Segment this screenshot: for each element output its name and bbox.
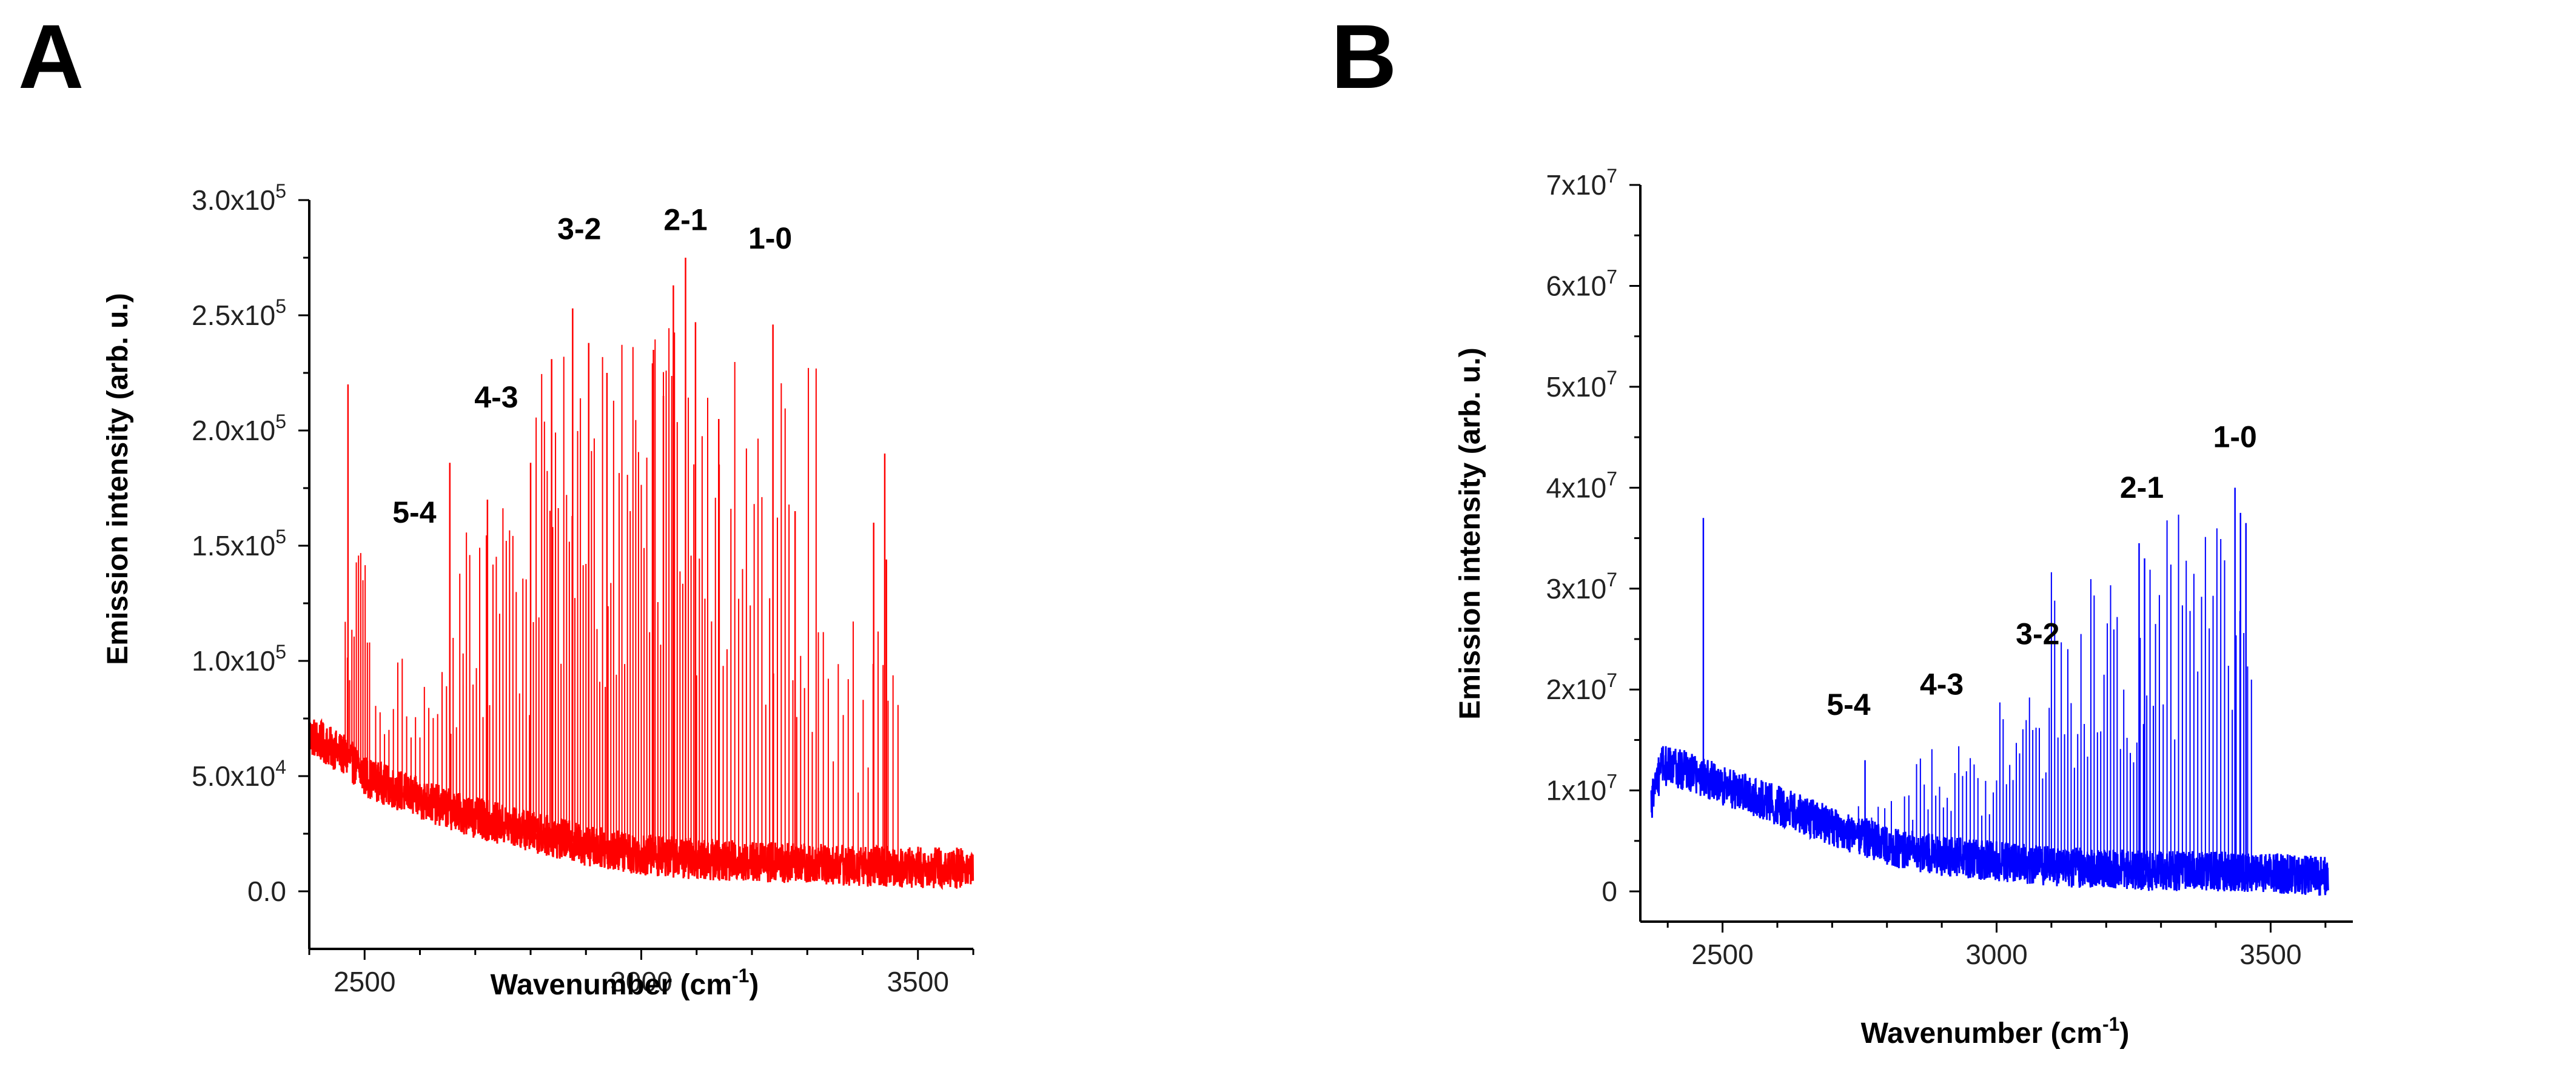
band-label: 1-0 xyxy=(2213,420,2257,454)
y-tick-label: 2.0x105 xyxy=(192,410,286,446)
y-tick-label: 7x107 xyxy=(1546,165,1617,201)
band-label: 1-0 xyxy=(748,221,792,255)
y-tick-label: 2x107 xyxy=(1546,669,1617,705)
y-tick-label: 5x107 xyxy=(1546,367,1617,403)
y-tick-label: 6x107 xyxy=(1546,266,1617,301)
band-label: 4-3 xyxy=(474,380,518,414)
panel-a-ticks: 2500 3000 3500 0.0 5.0x104 1.0x105 1.5x105 2.0x… xyxy=(192,180,974,997)
panel-a-chart: A 2500 3000 3500 0.0 5.0x104 1.0x105 1.5x105 2.… xyxy=(18,5,974,1001)
panel-b-x-axis-title: Wavenumber (cm-1) xyxy=(1861,1013,2130,1050)
band-label: 3-2 xyxy=(2016,617,2059,651)
band-label: 2-1 xyxy=(2120,471,2164,504)
band-label: 3-2 xyxy=(557,212,601,246)
panel-a-y-axis-title: Emission intensity (arb. u.) xyxy=(102,293,134,665)
panel-b-annotations: 5-4 4-3 3-2 2-1 1-0 xyxy=(1826,420,2256,722)
panel-b-label: B xyxy=(1331,5,1397,107)
panel-b-ticks: 2500 3000 3500 0 1x107 2x107 3x107 4x107 5x107 6x… xyxy=(1546,165,2327,970)
band-label: 2-1 xyxy=(663,203,707,236)
panel-a-x-axis-title: Wavenumber (cm-1) xyxy=(491,965,759,1001)
band-label: 5-4 xyxy=(392,495,436,529)
x-tick-label: 3000 xyxy=(610,966,672,997)
y-tick-label: 1.5x105 xyxy=(192,526,286,561)
y-tick-label: 0 xyxy=(1602,876,1617,907)
y-tick-label: 5.0x104 xyxy=(192,756,286,792)
y-tick-label: 0.0 xyxy=(247,876,286,907)
x-tick-label: 2500 xyxy=(334,966,395,997)
panel-a-label: A xyxy=(18,5,84,107)
y-tick-label: 3.0x105 xyxy=(192,180,286,216)
band-label: 5-4 xyxy=(1826,688,1870,722)
y-tick-label: 2.5x105 xyxy=(192,295,286,331)
y-tick-label: 3x107 xyxy=(1546,569,1617,605)
x-tick-label: 3000 xyxy=(1965,939,2027,970)
panel-a-annotations: 5-4 4-3 3-2 2-1 1-0 xyxy=(392,203,792,529)
x-tick-label: 2500 xyxy=(1691,939,1753,970)
y-tick-label: 1x107 xyxy=(1546,771,1617,806)
y-tick-label: 1.0x105 xyxy=(192,641,286,677)
panel-b-y-axis-title: Emission intensity (arb. u.) xyxy=(1454,347,1486,719)
x-tick-label: 3500 xyxy=(887,966,949,997)
x-tick-label: 3500 xyxy=(2239,939,2301,970)
panel-b-chart: B 2500 3000 3500 0 1x107 2x107 3x107 4x107 5x107… xyxy=(1331,5,2353,1050)
band-label: 4-3 xyxy=(1920,668,1964,702)
panel-a-spectrum xyxy=(308,258,974,890)
y-tick-label: 4x107 xyxy=(1546,467,1617,503)
panel-b-spectrum xyxy=(1650,487,2329,896)
